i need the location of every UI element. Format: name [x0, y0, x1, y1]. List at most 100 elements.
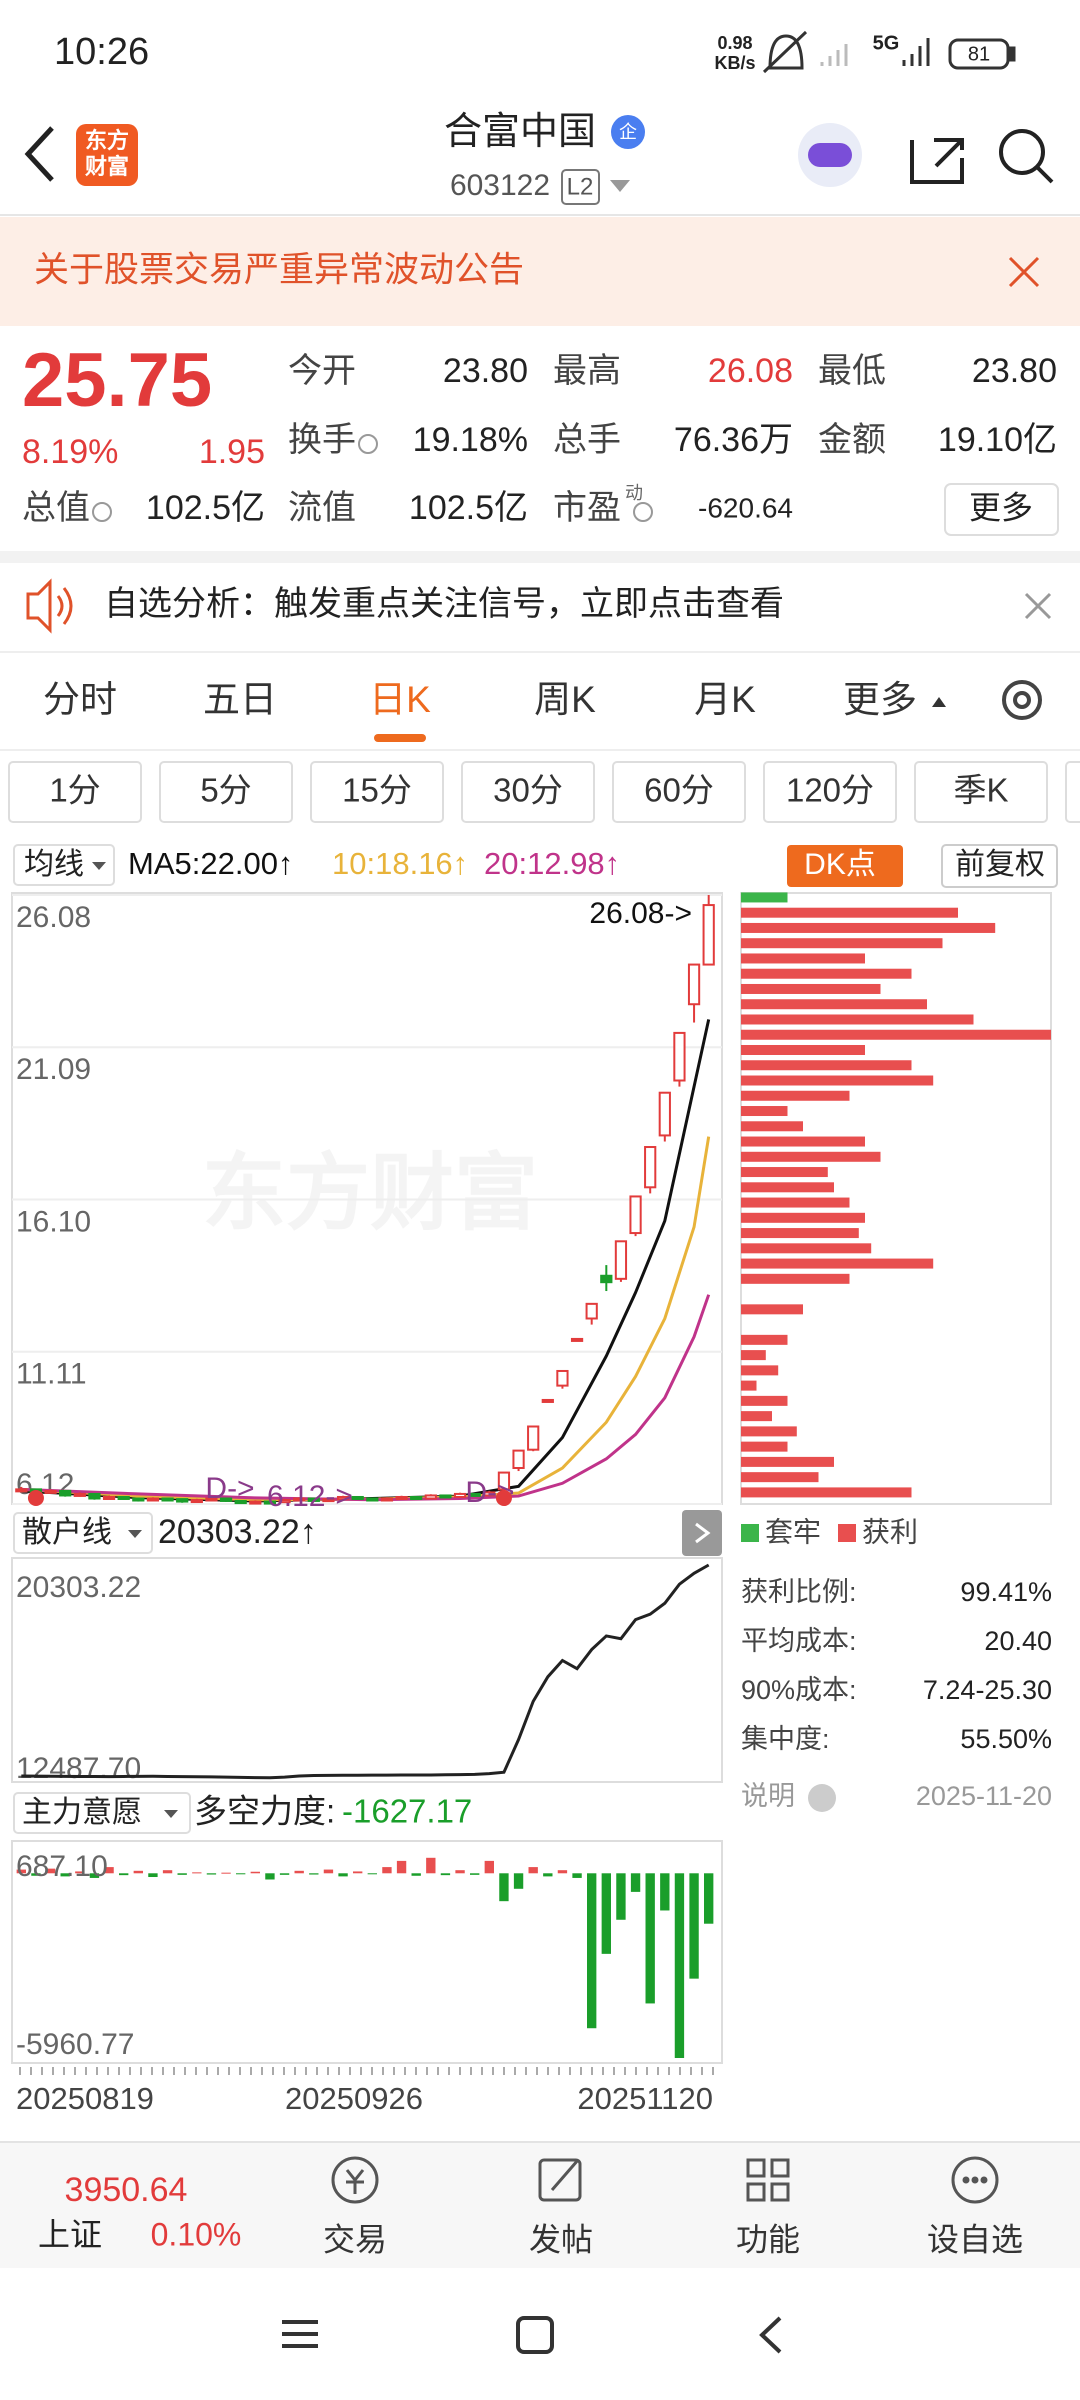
settings-button[interactable]: [1002, 680, 1042, 720]
clock: 10:26: [54, 31, 149, 73]
bar: [601, 1873, 611, 1954]
expand-button[interactable]: [682, 1510, 722, 1556]
dropdown[interactable]: [610, 180, 630, 192]
chip-bar: [741, 1426, 797, 1437]
candle-body: [424, 1494, 437, 1500]
indicator-select[interactable]: [13, 1512, 153, 1554]
chip-bar: [741, 1334, 788, 1345]
system-nav[interactable]: [282, 2316, 782, 2354]
bar: [528, 1867, 538, 1874]
candle-body: [570, 1337, 584, 1342]
net-speed: 0.98: [717, 33, 752, 53]
banner[interactable]: [0, 217, 1080, 326]
candle-body: [366, 1497, 379, 1502]
bar: [660, 1873, 670, 1911]
tab[interactable]: 周K: [534, 679, 596, 720]
nav-item[interactable]: 发帖: [529, 2221, 593, 2257]
field-label: 今开: [288, 352, 356, 390]
tab[interactable]: 月K: [694, 679, 756, 720]
bar: [353, 1871, 363, 1874]
period-button[interactable]: [763, 761, 897, 823]
more-text: 更多: [969, 489, 1033, 525]
panel-title: 散户线: [22, 1516, 112, 1549]
notice-close[interactable]: [1024, 592, 1052, 620]
expand-arrow: [695, 1522, 711, 1544]
period-button[interactable]: [914, 761, 1048, 823]
annotation: 6.12->: [267, 1480, 353, 1513]
indicator-select[interactable]: [13, 1792, 191, 1834]
field-label: 总手: [553, 421, 621, 459]
bar: [630, 1873, 641, 1892]
info-icon: [633, 502, 653, 522]
candle-body: [541, 1398, 554, 1403]
more-button[interactable]: [944, 483, 1059, 536]
chip-bar: [741, 1121, 803, 1132]
period: 季K: [953, 772, 1008, 809]
bar: [557, 1870, 568, 1874]
period-button[interactable]: [310, 761, 444, 823]
bar: [206, 1873, 217, 1875]
period: 60分: [644, 772, 714, 809]
dk-button[interactable]: [787, 845, 903, 887]
field-value: 76.36万: [674, 421, 793, 459]
nav-item[interactable]: 交易: [323, 2221, 387, 2257]
field-sup: 动: [625, 483, 643, 503]
banner-close[interactable]: [1008, 256, 1040, 288]
nav-item[interactable]: 功能: [736, 2221, 800, 2257]
chip-bar: [741, 1075, 934, 1086]
tab[interactable]: 更多: [843, 679, 917, 720]
x-tick-label: 20251120: [577, 2081, 713, 2116]
indicator-value: -1627.17: [342, 1793, 472, 1830]
search-button[interactable]: [999, 129, 1045, 175]
logo-text: 东方: [85, 128, 129, 153]
legend-swatch: [838, 1524, 856, 1542]
period-button[interactable]: [612, 761, 746, 823]
field-label: 最低: [818, 352, 886, 390]
logo[interactable]: [76, 124, 138, 186]
chip-bar: [741, 1243, 872, 1254]
candle-body: [117, 1495, 130, 1500]
field-label: 换手: [288, 421, 356, 459]
candle-body: [512, 1449, 525, 1469]
note[interactable]: 说明: [741, 1781, 795, 1811]
period-button[interactable]: [8, 761, 142, 823]
indicator-select[interactable]: [13, 844, 115, 886]
period-button[interactable]: [461, 761, 595, 823]
index-value[interactable]: 3950.64: [65, 2171, 188, 2209]
line: [21, 1563, 710, 1780]
info-icon[interactable]: [808, 1784, 836, 1812]
period: 120分: [786, 772, 874, 809]
chip-bar: [741, 1273, 850, 1284]
chip-bar: [741, 1151, 881, 1162]
share-button[interactable]: [910, 138, 964, 184]
x-tick-label: 20250819: [16, 2081, 154, 2116]
chip-bar: [741, 1304, 803, 1315]
level-box[interactable]: [561, 169, 600, 205]
chip-bar: [741, 1212, 865, 1223]
candle-body: [146, 1497, 160, 1502]
tab[interactable]: 分时: [43, 679, 117, 720]
tab-arrow: [932, 697, 946, 707]
period-button[interactable]: [1065, 761, 1080, 823]
nav-item[interactable]: 设自选: [927, 2221, 1023, 2257]
stock-code: 603122: [450, 169, 550, 202]
back-button[interactable]: [24, 126, 54, 182]
candle-body: [380, 1497, 394, 1502]
bar: [133, 1870, 143, 1874]
tab[interactable]: 五日: [203, 679, 277, 720]
stat-label: 集中度:: [741, 1724, 830, 1754]
indicator: 均线: [24, 848, 84, 881]
bar: [104, 1867, 114, 1874]
bar: [294, 1870, 304, 1874]
tab[interactable]: 日K: [369, 679, 431, 720]
bar: [411, 1873, 421, 1876]
candle-body: [483, 1491, 496, 1497]
adjust-button[interactable]: [941, 844, 1058, 888]
chip-bar: [741, 1258, 934, 1269]
legend-entry: MA5:22.00↑: [128, 846, 293, 881]
candle-body: [527, 1425, 540, 1451]
period-button[interactable]: [159, 761, 293, 823]
notice-text[interactable]: 自选分析：触发重点关注信号，立即点击查看: [104, 585, 784, 623]
bar: [484, 1860, 494, 1874]
search-handle: [1035, 165, 1054, 184]
